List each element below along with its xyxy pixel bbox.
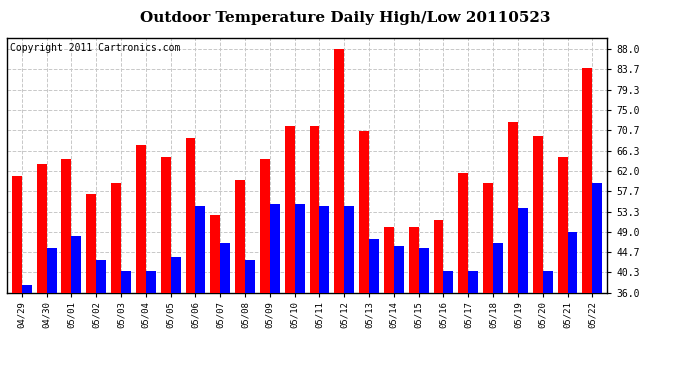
Bar bbox=[419, 248, 428, 292]
Bar bbox=[394, 246, 404, 292]
Bar bbox=[582, 68, 592, 292]
Bar bbox=[518, 208, 528, 292]
Bar bbox=[136, 145, 146, 292]
Bar bbox=[319, 206, 329, 292]
Bar bbox=[12, 176, 22, 292]
Bar bbox=[592, 183, 602, 292]
Bar bbox=[493, 243, 503, 292]
Bar bbox=[543, 272, 553, 292]
Bar bbox=[295, 204, 304, 292]
Bar bbox=[210, 215, 220, 292]
Bar bbox=[121, 272, 131, 292]
Bar bbox=[285, 126, 295, 292]
Text: Outdoor Temperature Daily High/Low 20110523: Outdoor Temperature Daily High/Low 20110… bbox=[140, 11, 550, 25]
Bar bbox=[235, 180, 245, 292]
Bar bbox=[22, 285, 32, 292]
Bar bbox=[558, 157, 567, 292]
Bar bbox=[359, 131, 369, 292]
Text: Copyright 2011 Cartronics.com: Copyright 2011 Cartronics.com bbox=[10, 43, 180, 52]
Bar bbox=[186, 138, 195, 292]
Bar bbox=[433, 220, 444, 292]
Bar bbox=[61, 159, 71, 292]
Bar bbox=[245, 260, 255, 292]
Bar bbox=[567, 232, 578, 292]
Bar bbox=[344, 206, 354, 292]
Bar bbox=[71, 236, 81, 292]
Bar bbox=[220, 243, 230, 292]
Bar bbox=[335, 49, 344, 292]
Bar bbox=[310, 126, 319, 292]
Bar bbox=[483, 183, 493, 292]
Bar bbox=[170, 257, 181, 292]
Bar bbox=[111, 183, 121, 292]
Bar bbox=[146, 272, 156, 292]
Bar bbox=[384, 227, 394, 292]
Bar bbox=[195, 206, 206, 292]
Bar bbox=[508, 122, 518, 292]
Bar bbox=[37, 164, 47, 292]
Bar bbox=[260, 159, 270, 292]
Bar bbox=[86, 194, 96, 292]
Bar bbox=[458, 173, 469, 292]
Bar bbox=[533, 136, 543, 292]
Bar bbox=[369, 239, 379, 292]
Bar bbox=[47, 248, 57, 292]
Bar bbox=[96, 260, 106, 292]
Bar bbox=[270, 204, 279, 292]
Bar bbox=[161, 157, 170, 292]
Bar bbox=[444, 272, 453, 292]
Bar bbox=[469, 272, 478, 292]
Bar bbox=[408, 227, 419, 292]
